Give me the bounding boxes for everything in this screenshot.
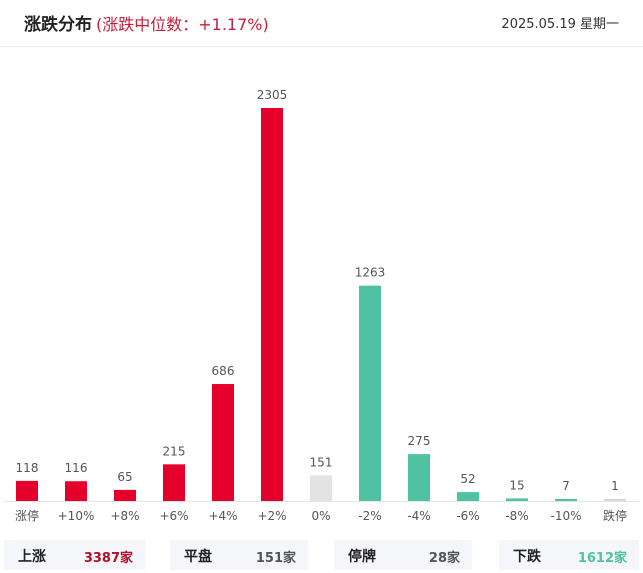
value-label-9: 52: [460, 472, 475, 486]
value-label-10: 15: [509, 478, 524, 492]
bar-3[interactable]: [163, 464, 185, 501]
header: 涨跌分布 (涨跌中位数：+1.17%) 2025.05.19 星期一: [0, 0, 643, 47]
value-label-12: 1: [611, 479, 619, 493]
category-label-5: +2%: [257, 509, 286, 523]
bar-2[interactable]: [114, 489, 136, 501]
bar-5[interactable]: [261, 108, 283, 501]
summary-value-suspended: 28家: [428, 551, 460, 566]
value-label-2: 65: [117, 470, 132, 484]
bar-12[interactable]: [604, 499, 626, 501]
value-label-7: 1263: [355, 266, 386, 280]
category-label-11: -10%: [550, 509, 581, 523]
category-label-6: 0%: [311, 509, 330, 523]
category-label-2: +8%: [110, 509, 139, 523]
bar-7[interactable]: [359, 285, 381, 501]
category-label-8: -4%: [407, 509, 430, 523]
page-title: 涨跌分布: [24, 15, 92, 35]
bar-11[interactable]: [555, 499, 577, 501]
category-label-1: +10%: [58, 509, 95, 523]
value-label-6: 151: [310, 455, 333, 469]
value-label-3: 215: [163, 444, 186, 458]
value-label-1: 116: [65, 461, 88, 475]
summary-card-down: 下跌 1612家: [499, 540, 639, 570]
bar-6[interactable]: [310, 475, 332, 501]
category-label-10: -8%: [505, 509, 528, 523]
value-label-0: 118: [16, 461, 39, 475]
summary-label-flat: 平盘: [184, 549, 212, 565]
bar-8[interactable]: [408, 454, 430, 501]
value-label-11: 7: [562, 479, 570, 493]
category-label-4: +4%: [208, 509, 237, 523]
summary-card-flat: 平盘 151家: [170, 540, 308, 570]
date-label: 2025.05.19 星期一: [501, 17, 619, 32]
bar-9[interactable]: [457, 492, 479, 501]
category-label-3: +6%: [159, 509, 188, 523]
summary-label-down: 下跌: [513, 549, 541, 565]
category-label-7: -2%: [358, 509, 381, 523]
value-label-8: 275: [408, 434, 431, 448]
category-label-12: 跌停: [603, 508, 627, 523]
bar-1[interactable]: [65, 481, 87, 501]
median-change-subtitle: (涨跌中位数：+1.17%): [96, 15, 269, 34]
bar-0[interactable]: [16, 480, 38, 501]
bar-4[interactable]: [212, 384, 234, 501]
summary-value-up: 3387家: [83, 551, 133, 566]
bar-10[interactable]: [506, 498, 528, 501]
value-label-4: 686: [212, 364, 235, 378]
summary-card-suspended: 停牌 28家: [334, 540, 472, 570]
value-label-5: 2305: [257, 88, 288, 102]
distribution-bar-chart: 118涨停116+10%65+8%215+6%686+4%2305+2%1510…: [4, 88, 639, 523]
summary-label-up: 上涨: [18, 549, 46, 565]
summary-label-suspended: 停牌: [348, 549, 376, 565]
summary-bar: 上涨 3387家 平盘 151家 停牌 28家 下跌 1612家: [0, 540, 643, 570]
summary-card-up: 上涨 3387家: [4, 540, 145, 570]
category-label-0: 涨停: [15, 508, 39, 523]
category-label-9: -6%: [456, 509, 479, 523]
summary-value-down: 1612家: [577, 551, 627, 566]
summary-value-flat: 151家: [255, 551, 296, 566]
